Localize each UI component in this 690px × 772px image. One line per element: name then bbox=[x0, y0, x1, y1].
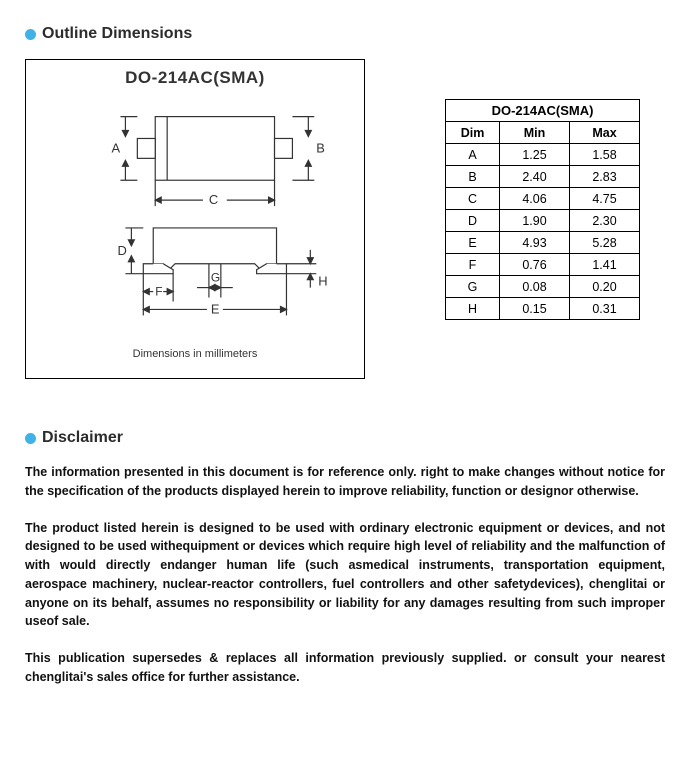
table-row: A1.251.58 bbox=[446, 144, 640, 166]
disclaimer-title: Disclaimer bbox=[42, 429, 123, 447]
outline-header: Outline Dimensions bbox=[25, 25, 665, 43]
outline-content-row: DO-214AC(SMA) A bbox=[25, 59, 665, 379]
col-header-min: Min bbox=[500, 122, 570, 144]
disclaimer-header: Disclaimer bbox=[25, 429, 665, 447]
disclaimer-paragraph: The information presented in this docume… bbox=[25, 463, 665, 501]
table-row: B2.402.83 bbox=[446, 166, 640, 188]
disclaimer-paragraph: The product listed herein is designed to… bbox=[25, 519, 665, 632]
table-row: E4.935.28 bbox=[446, 232, 640, 254]
bullet-icon bbox=[25, 433, 36, 444]
package-diagram: DO-214AC(SMA) A bbox=[25, 59, 365, 379]
table-row: F0.761.41 bbox=[446, 254, 640, 276]
dim-label-H: H bbox=[318, 274, 327, 289]
dim-label-F: F bbox=[155, 285, 162, 299]
outline-title: Outline Dimensions bbox=[42, 25, 192, 43]
table-row: H0.150.31 bbox=[446, 298, 640, 320]
disclaimer-block: The information presented in this docume… bbox=[25, 463, 665, 687]
disclaimer-paragraph: This publication supersedes & replaces a… bbox=[25, 649, 665, 687]
col-header-max: Max bbox=[570, 122, 640, 144]
diagram-caption: Dimensions in millimeters bbox=[26, 348, 364, 360]
package-outline-svg: A B C bbox=[26, 88, 364, 348]
dimensions-table: DO-214AC(SMA) Dim Min Max A1.251.58 B2.4… bbox=[445, 99, 640, 320]
dim-label-G: G bbox=[211, 271, 220, 285]
diagram-package-name: DO-214AC(SMA) bbox=[26, 60, 364, 88]
table-row: D1.902.30 bbox=[446, 210, 640, 232]
dim-label-D: D bbox=[117, 243, 126, 258]
dim-label-B: B bbox=[316, 140, 325, 155]
bullet-icon bbox=[25, 29, 36, 40]
table-row: C4.064.75 bbox=[446, 188, 640, 210]
table-body: A1.251.58 B2.402.83 C4.064.75 D1.902.30 … bbox=[446, 144, 640, 320]
table-row: G0.080.20 bbox=[446, 276, 640, 298]
col-header-dim: Dim bbox=[446, 122, 500, 144]
dim-label-C: C bbox=[209, 192, 218, 207]
table-header-title: DO-214AC(SMA) bbox=[446, 100, 640, 122]
dim-label-A: A bbox=[111, 140, 120, 155]
dim-label-E: E bbox=[211, 301, 220, 316]
